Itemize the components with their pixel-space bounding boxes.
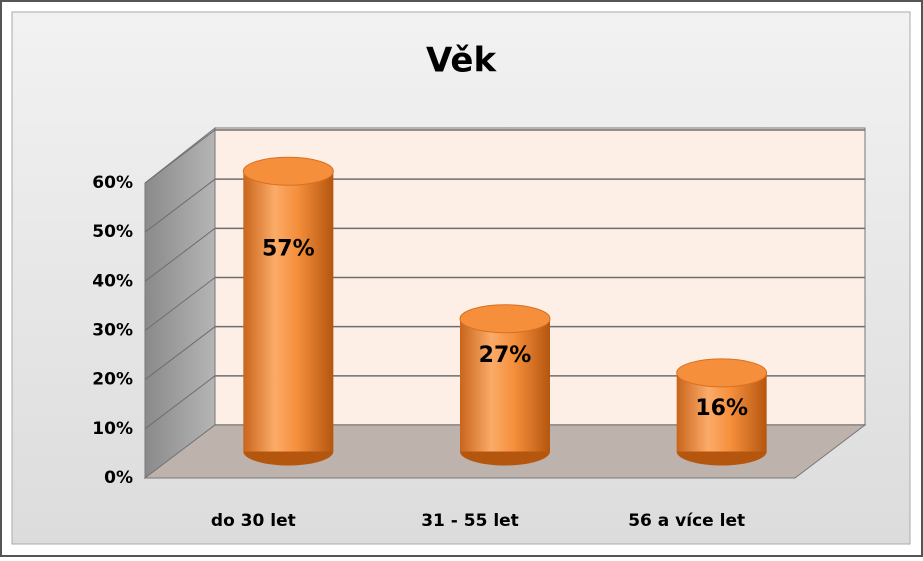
data-label: 27% bbox=[479, 343, 532, 368]
x-tick-label: 56 a více let bbox=[628, 511, 745, 531]
data-label: 16% bbox=[695, 396, 748, 421]
side-grid-line bbox=[144, 375, 216, 430]
y-tick-label: 0% bbox=[104, 468, 133, 488]
side-grid-line bbox=[144, 129, 216, 184]
cylinder-top bbox=[676, 358, 768, 388]
cylinder-top bbox=[459, 304, 551, 334]
bar bbox=[460, 318, 550, 452]
side-grid-line bbox=[144, 227, 216, 282]
y-tick-label: 20% bbox=[92, 370, 133, 390]
y-tick-label: 40% bbox=[92, 271, 133, 291]
data-label: 57% bbox=[262, 237, 315, 262]
bar bbox=[243, 171, 334, 452]
y-tick-label: 50% bbox=[92, 222, 133, 242]
y-tick-label: 30% bbox=[92, 321, 133, 341]
chart-title: Věk bbox=[426, 41, 498, 81]
side-grid-line bbox=[144, 326, 216, 381]
y-tick-label: 10% bbox=[92, 419, 133, 439]
x-tick-label: 31 - 55 let bbox=[421, 511, 519, 531]
x-tick-label: do 30 let bbox=[211, 511, 296, 531]
y-tick-label: 60% bbox=[92, 173, 133, 193]
side-wall bbox=[144, 126, 216, 480]
cylinder-top bbox=[242, 156, 334, 186]
side-grid-line bbox=[144, 178, 216, 233]
side-grid-line bbox=[144, 277, 216, 331]
